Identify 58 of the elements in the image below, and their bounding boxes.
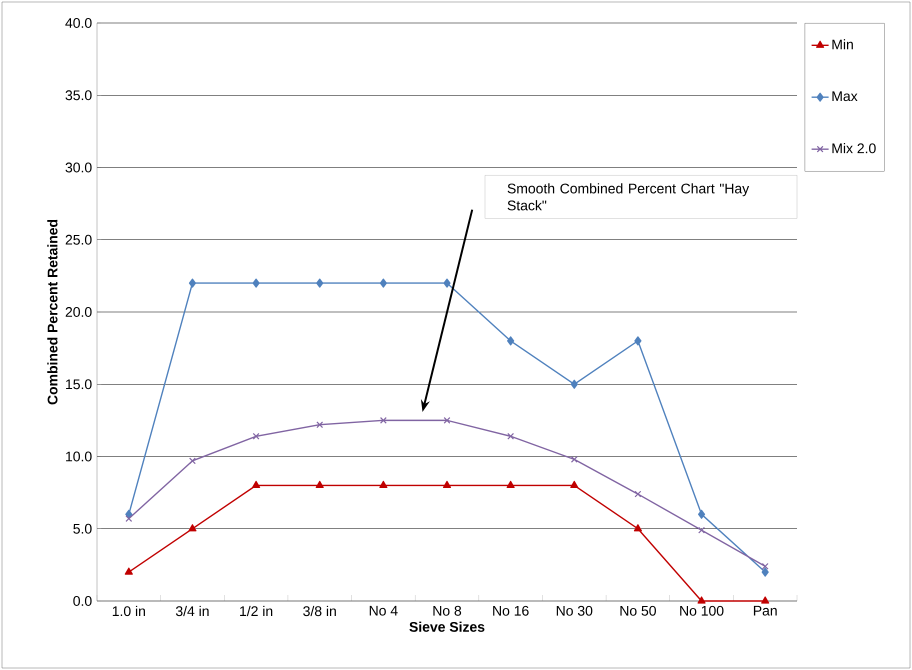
point xyxy=(316,278,324,288)
point xyxy=(634,336,642,346)
point xyxy=(443,278,451,288)
point xyxy=(698,526,705,534)
x-tick-label: No 30 xyxy=(556,606,592,616)
annotation: Smooth Combined Percent Chart "Hay Stack" xyxy=(508,183,750,210)
legend-label: Min xyxy=(832,39,853,50)
point xyxy=(762,568,769,577)
point xyxy=(634,524,642,532)
point xyxy=(507,336,514,346)
x-tick-label: No 100 xyxy=(680,606,724,616)
point xyxy=(380,278,387,288)
x-tick-label: 1.0 in xyxy=(112,606,145,616)
point xyxy=(316,480,324,488)
y-tick-label: 10.0 xyxy=(66,452,92,462)
point xyxy=(761,596,770,604)
x-axis-title: Sieve Sizes xyxy=(409,622,484,632)
x-tick-label: 1/2 in xyxy=(240,606,272,616)
legend-label: Mix 2.0 xyxy=(832,143,876,154)
x-tick-label: No 50 xyxy=(620,606,656,616)
point xyxy=(125,515,132,522)
x-tick-label: 3/8 in xyxy=(303,606,336,616)
x-tick-label: No 4 xyxy=(370,606,398,616)
point xyxy=(762,562,769,570)
y-tick-label: 25.0 xyxy=(66,234,92,245)
point xyxy=(444,416,450,424)
point xyxy=(188,524,197,532)
x-tick-label: No 8 xyxy=(433,606,462,616)
x-tick-label: No 16 xyxy=(493,606,529,616)
y-tick-label: 40.0 xyxy=(65,18,92,28)
point xyxy=(252,480,260,488)
point xyxy=(698,510,706,519)
point xyxy=(698,596,706,604)
x-tick-label: 3/4 in xyxy=(176,606,209,616)
point xyxy=(570,456,578,463)
point xyxy=(252,278,260,288)
y-tick-label: 30.0 xyxy=(66,162,92,172)
point xyxy=(634,490,642,498)
y-tick-label: 15.0 xyxy=(66,379,92,390)
legend-label: Max xyxy=(832,91,858,102)
point xyxy=(570,480,578,488)
point xyxy=(124,568,133,575)
point xyxy=(507,432,514,440)
y-tick-label: 5.0 xyxy=(73,524,92,534)
point xyxy=(252,432,260,440)
y-tick-label: 20.0 xyxy=(66,307,92,317)
point xyxy=(442,480,452,488)
point xyxy=(380,416,387,424)
point xyxy=(316,421,324,428)
x-tick-label: Pan xyxy=(754,606,777,616)
point xyxy=(188,278,196,288)
point xyxy=(570,380,578,389)
point xyxy=(189,457,196,464)
y-tick-label: 0.0 xyxy=(73,596,92,606)
y-tick-label: 35.0 xyxy=(66,90,92,100)
point xyxy=(379,480,388,488)
y-axis-title: Combined Percent Retained xyxy=(47,220,58,404)
point xyxy=(506,480,515,488)
